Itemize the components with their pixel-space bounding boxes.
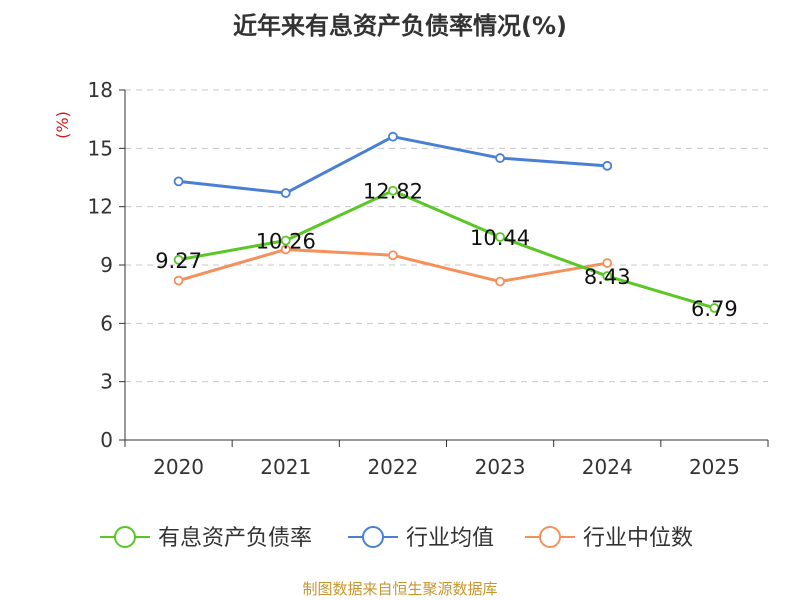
x-tick-label: 2023	[475, 455, 526, 479]
legend-marker	[362, 526, 384, 548]
y-tick-label: 15	[88, 136, 113, 160]
series-line	[178, 189, 715, 310]
data-point	[280, 188, 291, 198]
x-tick-label: 2020	[153, 455, 204, 479]
data-point	[173, 254, 184, 265]
data-point	[173, 176, 184, 187]
grid-lines	[125, 89, 768, 383]
data-point	[495, 232, 505, 242]
series-layer	[173, 131, 720, 313]
y-tick-label: 9	[100, 253, 113, 277]
y-axis-label: (%)	[53, 111, 72, 139]
data-label: 9.27	[155, 249, 202, 273]
data-point	[280, 244, 291, 255]
data-point	[280, 235, 291, 246]
legend-label: 行业均值	[406, 526, 494, 551]
x-tick-label: 2025	[689, 455, 740, 479]
data-point	[602, 160, 613, 171]
chart-title: 近年来有息资产负债率情况(%)	[233, 12, 567, 40]
source-note: 制图数据来自恒生聚源数据库	[302, 580, 498, 598]
data-label: 8.43	[584, 265, 631, 289]
x-tick-label: 2024	[582, 455, 633, 479]
data-point	[495, 153, 505, 163]
legend-marker	[539, 526, 561, 548]
legend-marker	[114, 526, 136, 548]
legend-label: 有息资产负债率	[158, 526, 312, 551]
data-point	[709, 303, 720, 313]
data-labels: 9.27 10.26 12.82 10.44 8.43 6.79	[155, 180, 738, 321]
x-tick-label: 2021	[260, 455, 311, 479]
data-point	[388, 185, 398, 196]
data-point	[388, 250, 398, 261]
data-label: 12.82	[363, 180, 423, 204]
data-point	[602, 271, 613, 281]
y-tick-label: 0	[100, 428, 113, 452]
data-point	[495, 276, 505, 287]
x-tick-label: 2022	[367, 455, 418, 479]
legend: 有息资产负债率 行业均值 行业中位数	[100, 526, 693, 551]
data-point	[173, 275, 184, 286]
legend-label: 行业中位数	[583, 526, 693, 551]
data-label: 6.79	[691, 297, 738, 321]
data-label: 10.44	[470, 226, 530, 250]
data-point	[388, 131, 398, 142]
axes: 0 3 6 9 12 15 18 (%) 2020 2021 2022 2023 2024 2025	[53, 78, 769, 479]
y-tick-label: 6	[100, 311, 113, 335]
y-tick-label: 12	[88, 195, 113, 219]
y-tick-label: 18	[88, 78, 113, 102]
data-label: 10.26	[256, 230, 316, 254]
y-tick-label: 3	[100, 370, 113, 394]
data-point	[602, 258, 613, 268]
